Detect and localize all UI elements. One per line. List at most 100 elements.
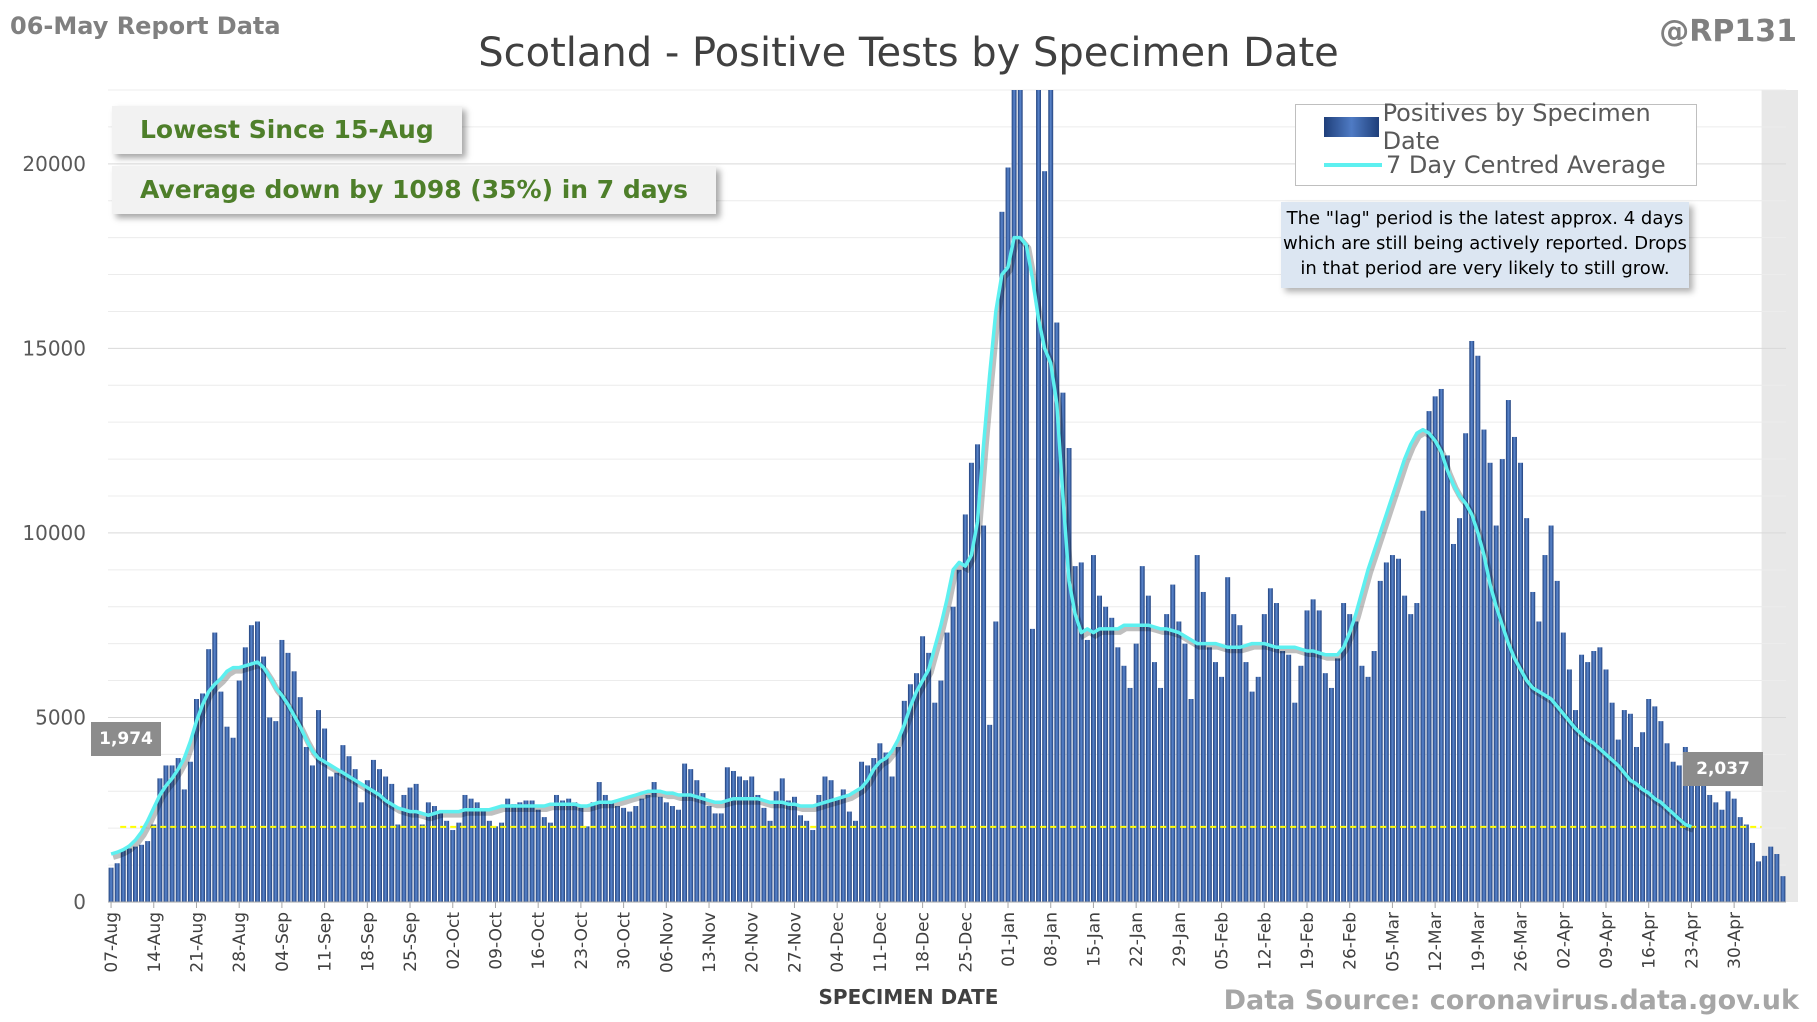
data-bar [1768, 846, 1774, 902]
data-bar [1566, 669, 1572, 902]
data-bar [1524, 518, 1530, 902]
data-bar [419, 824, 425, 902]
data-bar [737, 776, 742, 902]
data-bar [663, 802, 669, 902]
data-bar [1274, 603, 1279, 902]
data-bar [1377, 580, 1383, 902]
data-bar [1383, 562, 1389, 902]
data-bar [871, 758, 877, 902]
x-axis-title: SPECIMEN DATE [818, 985, 999, 1009]
data-bar [1029, 628, 1035, 902]
data-bar [1206, 647, 1212, 902]
data-bar [1164, 614, 1170, 902]
data-bar [291, 671, 297, 902]
data-bar [1530, 591, 1536, 902]
data-bar [706, 806, 712, 902]
data-bar [1158, 687, 1164, 902]
data-bar [1219, 676, 1225, 902]
data-bar [785, 800, 791, 902]
data-bar [395, 824, 401, 902]
data-bar [1615, 739, 1621, 902]
data-bar [1408, 614, 1414, 902]
data-bar [1304, 610, 1310, 902]
data-bar [1573, 710, 1578, 902]
x-tick-label: 25-Dec [956, 912, 976, 973]
x-tick-label: 19-Feb [1298, 912, 1318, 970]
data-bar [657, 796, 663, 902]
x-tick-label: 23-Apr [1682, 912, 1702, 969]
data-bar [126, 848, 132, 902]
data-bar [425, 802, 431, 902]
data-bar [486, 820, 492, 902]
x-tick-label: 16-Oct [529, 912, 549, 970]
data-bar [633, 806, 639, 902]
data-bar [859, 761, 865, 902]
data-bar [1170, 584, 1176, 902]
y-tick-label: 15000 [22, 336, 86, 360]
data-bar [1451, 543, 1456, 902]
data-bar [248, 625, 254, 902]
data-bar [1310, 599, 1316, 902]
data-bar [1457, 518, 1463, 902]
data-bar [1005, 167, 1011, 902]
data-bar [1676, 765, 1682, 902]
data-bar [1255, 676, 1261, 902]
data-bar [285, 652, 291, 902]
data-bar [1286, 654, 1292, 902]
data-bar [1670, 761, 1676, 902]
bar-series [108, 90, 1786, 903]
data-bar [1646, 699, 1652, 902]
data-bar [364, 780, 370, 902]
data-bar [261, 656, 267, 902]
data-bar [255, 621, 260, 902]
legend: Positives by Specimen Date 7 Day Centred… [1295, 99, 1697, 186]
data-bar [1603, 669, 1609, 902]
data-bar [1267, 588, 1273, 902]
reference-left-label: 1,974 [91, 722, 161, 756]
data-bar [804, 820, 810, 902]
data-bar [999, 211, 1005, 903]
x-tick-label: 19-Mar [1469, 912, 1489, 972]
data-bar [474, 802, 480, 902]
data-bar [1438, 388, 1444, 902]
lag-note-line1: The "lag" period is the latest approx. 4… [1286, 208, 1684, 229]
x-tick-label: 12-Feb [1255, 912, 1275, 970]
data-bar [383, 776, 389, 902]
data-bar [865, 765, 871, 902]
data-bar [511, 804, 517, 902]
data-bar [206, 649, 212, 902]
data-bar [1560, 632, 1566, 902]
lag-note-line2: which are still being actively reported.… [1283, 233, 1687, 254]
data-bar [1280, 651, 1286, 902]
data-bar [529, 800, 535, 902]
overlay [110, 235, 1762, 860]
data-bar [352, 769, 358, 902]
data-bar [1554, 580, 1560, 902]
data-bar [1640, 732, 1646, 902]
data-bar [694, 780, 700, 902]
data-bar [608, 800, 614, 902]
data-bar [1389, 555, 1395, 902]
x-tick-label: 07-Aug [102, 912, 122, 973]
data-bar [1017, 90, 1023, 902]
y-tick-label: 20000 [22, 152, 86, 176]
data-bar [267, 717, 273, 902]
x-tick-label: 21-Aug [187, 912, 207, 973]
data-bar [480, 809, 486, 902]
data-bar [914, 673, 919, 902]
data-bar [1298, 665, 1304, 902]
data-bar [1664, 743, 1670, 902]
data-bar [755, 794, 761, 902]
x-tick-label: 04-Dec [828, 912, 848, 973]
data-bar [1328, 687, 1334, 902]
data-bar [309, 765, 315, 902]
data-bar [639, 798, 645, 902]
data-bar [1261, 614, 1267, 902]
data-bar [200, 693, 206, 902]
data-bar [1463, 433, 1469, 902]
data-bar [456, 822, 462, 902]
x-tick-label: 01-Jan [999, 912, 1019, 967]
data-bar [956, 569, 962, 902]
data-bar [1023, 245, 1029, 902]
